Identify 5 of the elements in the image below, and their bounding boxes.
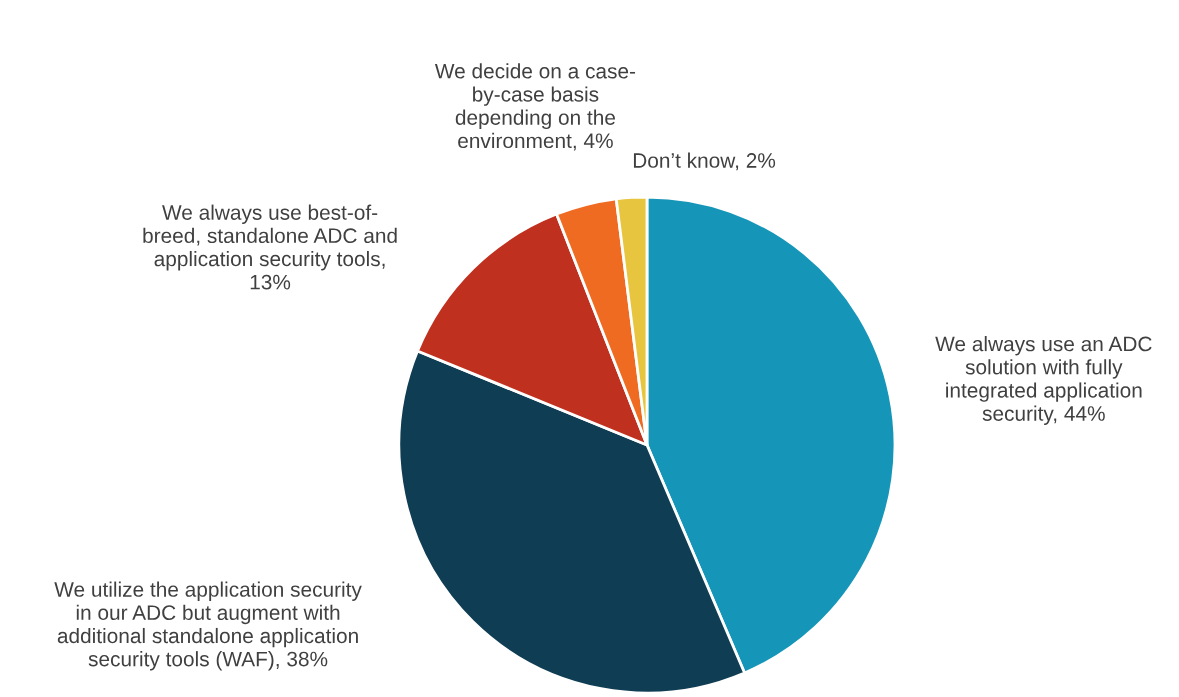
slice-label: We always use an ADC solution with fully integrated application security, 44% bbox=[935, 336, 1152, 426]
slice-label: Don’t know, 2% bbox=[633, 152, 776, 171]
slice-label: We always use best-of- breed, standalone ADC and application security tools, 13% bbox=[143, 204, 397, 290]
slice-label: We utilize the application security in our ADC but augment with additional standalone application security tools (WAF), 38% bbox=[54, 581, 362, 671]
slice-label: We decide on a case- by-case basis depending on the environment, 4% bbox=[434, 63, 636, 151]
